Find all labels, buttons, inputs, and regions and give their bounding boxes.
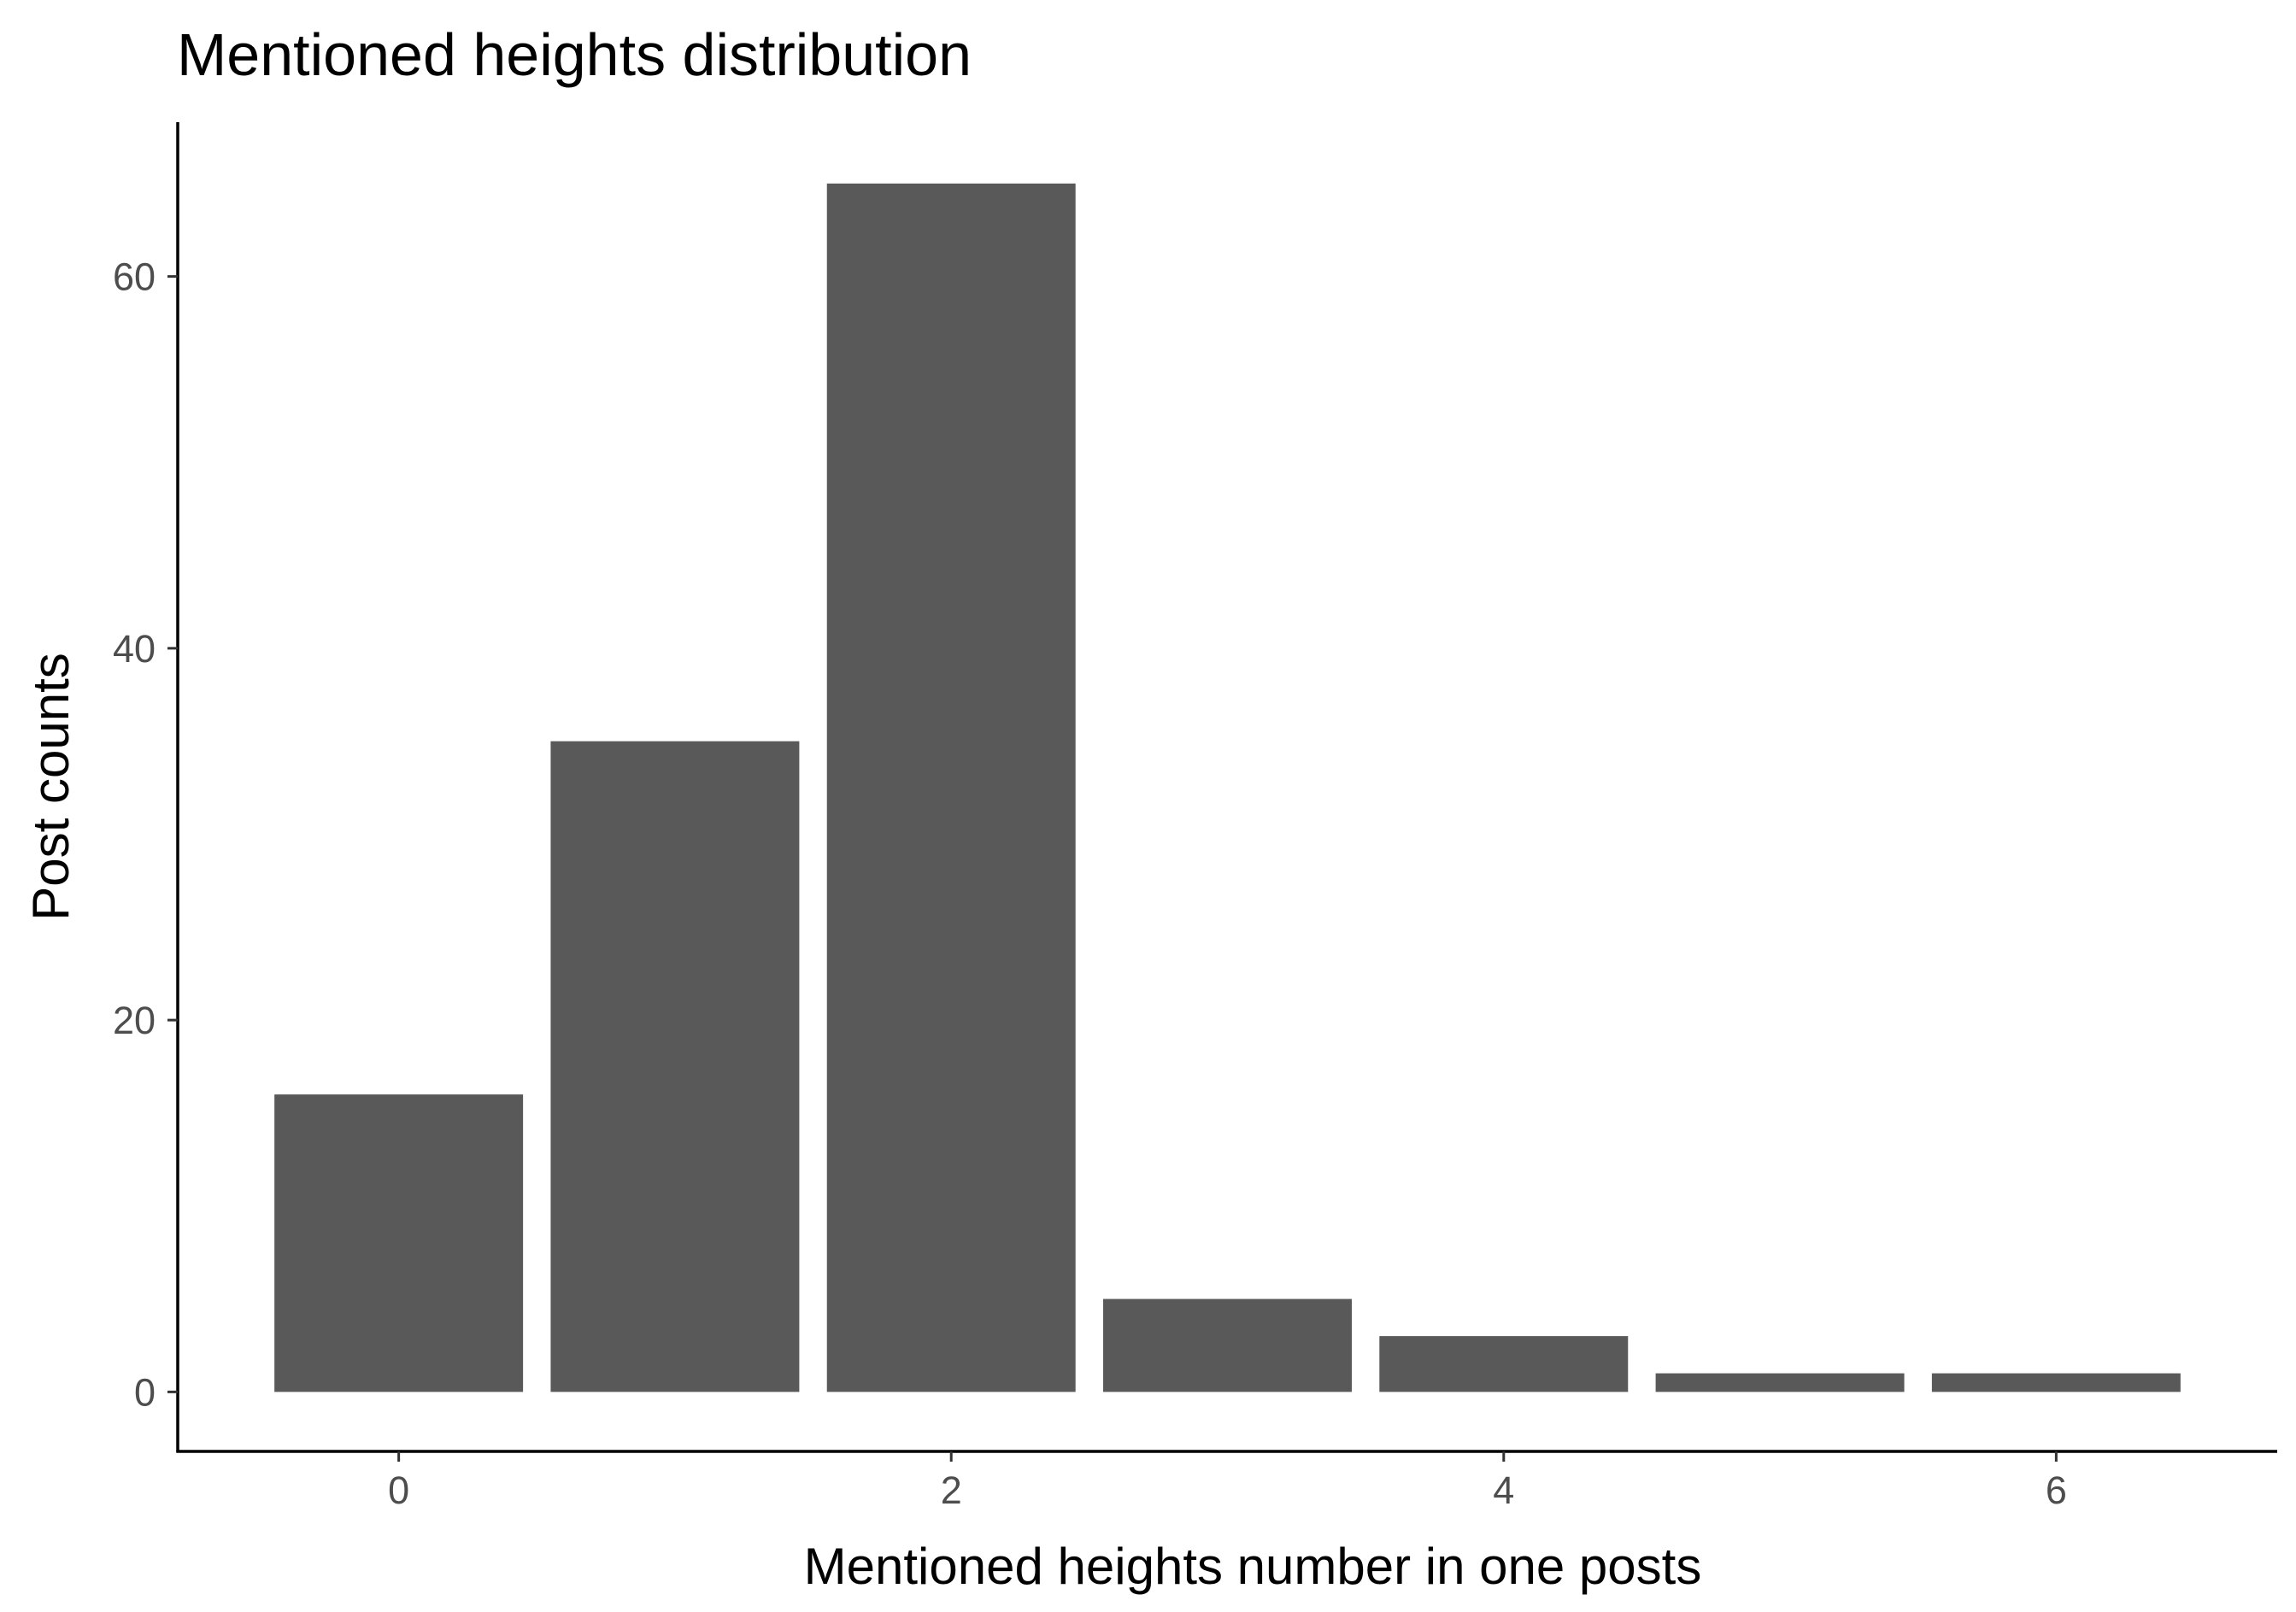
bar-x-3 bbox=[1103, 1298, 1352, 1392]
chart-title: Mentioned heights distribution bbox=[177, 21, 972, 88]
x-tick-label: 0 bbox=[388, 1468, 409, 1512]
y-tick-label: 60 bbox=[113, 255, 156, 299]
y-tick-label: 0 bbox=[134, 1370, 156, 1414]
x-axis-title: Mentioned heights number in one posts bbox=[804, 1538, 1702, 1595]
bar-x-5 bbox=[1655, 1373, 1905, 1392]
bar-x-4 bbox=[1379, 1336, 1629, 1392]
y-tick-label: 40 bbox=[113, 627, 156, 671]
bar-x-2 bbox=[826, 183, 1076, 1392]
bar-x-6 bbox=[1931, 1373, 2181, 1392]
x-tick-label: 2 bbox=[941, 1468, 962, 1512]
y-axis-title: Post counts bbox=[22, 653, 79, 921]
bar-x-1 bbox=[550, 741, 800, 1392]
x-tick-label: 6 bbox=[2046, 1468, 2067, 1512]
y-axis-ticks: 0 20 40 60 bbox=[113, 255, 178, 1414]
x-axis-ticks: 0 2 4 6 bbox=[388, 1451, 2067, 1512]
bars-group bbox=[274, 183, 2181, 1392]
y-tick-label: 20 bbox=[113, 999, 156, 1042]
x-tick-label: 4 bbox=[1493, 1468, 1514, 1512]
bar-x-0 bbox=[274, 1094, 524, 1392]
